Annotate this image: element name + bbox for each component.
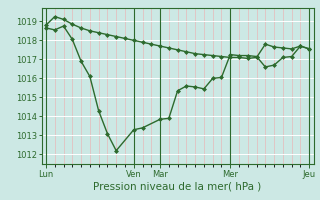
X-axis label: Pression niveau de la mer( hPa ): Pression niveau de la mer( hPa ) xyxy=(93,181,262,191)
